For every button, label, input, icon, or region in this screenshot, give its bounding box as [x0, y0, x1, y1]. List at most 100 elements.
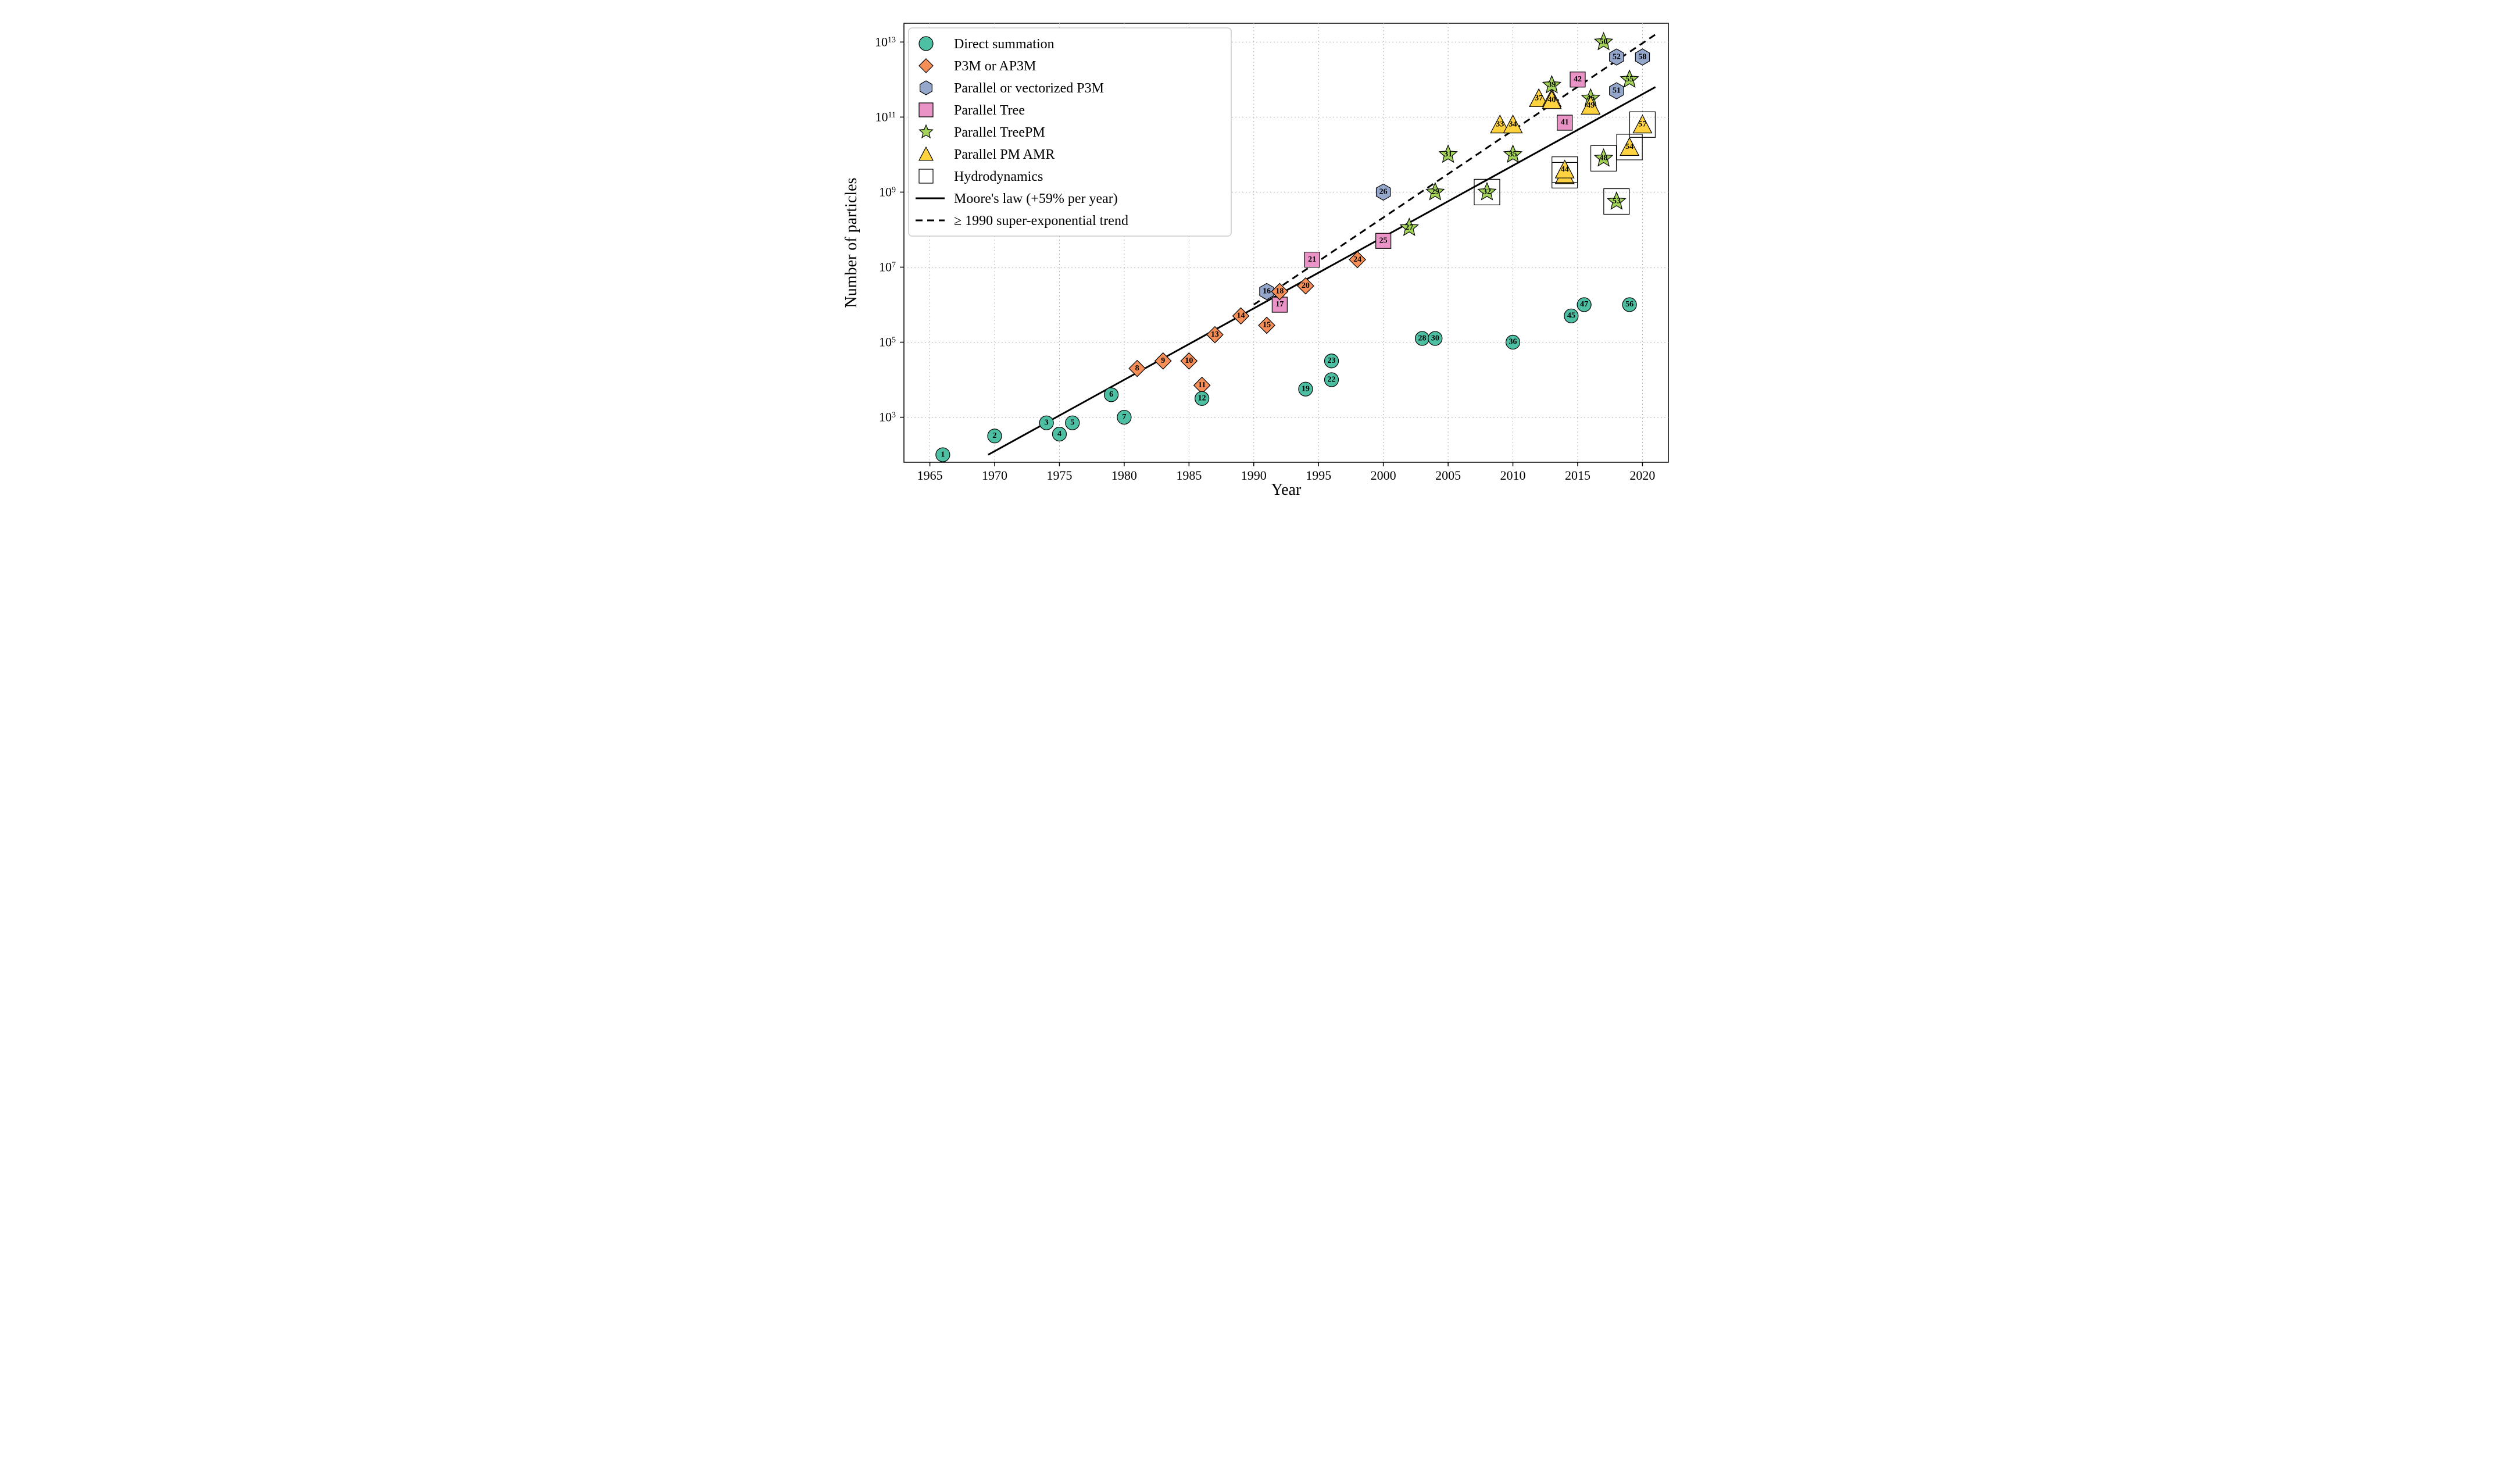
- x-tick-label: 1985: [1176, 468, 1202, 483]
- point-label: 19: [1302, 384, 1310, 393]
- point-label: 16: [1263, 287, 1271, 296]
- y-tick-label: 103: [879, 410, 896, 424]
- point-4: 4: [1052, 427, 1066, 441]
- y-axis-ticks: 10310510710910111013: [875, 34, 904, 424]
- point-label: 49: [1586, 101, 1595, 110]
- legend-square-icon: [919, 103, 933, 117]
- legend-label: Direct summation: [954, 37, 1055, 52]
- point-21: 21: [1304, 252, 1320, 267]
- point-label: 57: [1638, 120, 1646, 129]
- point-label: 51: [1613, 86, 1621, 95]
- point-label: 37: [1535, 94, 1543, 102]
- point-label: 27: [1405, 223, 1413, 232]
- legend: Direct summation P3M or AP3M Parallel or v…: [909, 28, 1231, 236]
- point-label: 25: [1379, 236, 1388, 245]
- point-label: 42: [1574, 75, 1582, 84]
- x-tick-label: 1975: [1046, 468, 1072, 483]
- point-19: 19: [1299, 382, 1313, 396]
- point-label: 58: [1638, 52, 1646, 61]
- point-label: 32: [1483, 188, 1491, 197]
- point-1: 1: [936, 448, 950, 462]
- legend-label: P3M or AP3M: [954, 59, 1036, 74]
- point-41: 41: [1557, 115, 1572, 130]
- point-label: 52: [1613, 52, 1621, 61]
- x-axis-ticks: 1965 1970 1975 1980 1985 1990 1995 2000 2005 2010…: [917, 462, 1656, 483]
- point-56: 56: [1622, 298, 1636, 312]
- legend-label: Moore's law (+59% per year): [954, 191, 1118, 206]
- point-label: 13: [1211, 330, 1219, 339]
- point-label: 11: [1198, 381, 1206, 390]
- point-label: 33: [1496, 120, 1504, 129]
- point-23: 23: [1325, 354, 1339, 368]
- y-tick-label: 1013: [875, 34, 896, 49]
- point-label: 47: [1580, 300, 1588, 309]
- point-label: 35: [1509, 150, 1517, 159]
- point-label: 22: [1328, 375, 1336, 384]
- point-label: 50: [1600, 37, 1608, 46]
- point-label: 15: [1263, 321, 1271, 330]
- point-label: 31: [1444, 150, 1452, 159]
- point-label: 24: [1353, 255, 1361, 264]
- y-tick-label: 105: [879, 335, 896, 349]
- point-28: 28: [1416, 331, 1429, 345]
- x-tick-label: 2000: [1371, 468, 1396, 483]
- point-label: 45: [1567, 312, 1575, 320]
- x-tick-label: 1970: [982, 468, 1007, 483]
- legend-hexagon-icon: [920, 81, 932, 95]
- point-label: 26: [1379, 188, 1388, 197]
- point-label: 55: [1625, 75, 1633, 84]
- point-5: 5: [1066, 416, 1080, 430]
- legend-label: Parallel Tree: [954, 103, 1025, 118]
- point-label: 30: [1431, 334, 1439, 342]
- point-label: 53: [1613, 197, 1621, 206]
- legend-label: Hydrodynamics: [954, 169, 1043, 184]
- point-label: 21: [1308, 255, 1316, 264]
- legend-label: Parallel TreePM: [954, 125, 1045, 140]
- point-label: 2: [993, 431, 997, 440]
- x-tick-label: 2020: [1629, 468, 1655, 483]
- point-label: 48: [1600, 154, 1608, 163]
- x-tick-label: 1980: [1111, 468, 1137, 483]
- point-22: 22: [1325, 373, 1339, 387]
- point-30: 30: [1428, 331, 1442, 345]
- point-label: 14: [1236, 312, 1245, 320]
- point-label: 20: [1302, 281, 1310, 290]
- point-45: 45: [1564, 309, 1578, 323]
- point-47: 47: [1577, 298, 1591, 312]
- point-label: 8: [1135, 364, 1139, 373]
- point-label: 56: [1625, 300, 1633, 309]
- point-label: 5: [1070, 418, 1074, 427]
- x-tick-label: 2010: [1500, 468, 1526, 483]
- y-axis-label: Number of particles: [842, 178, 860, 308]
- point-label: 1: [941, 450, 945, 459]
- point-label: 29: [1431, 188, 1439, 197]
- point-2: 2: [988, 429, 1002, 443]
- point-label: 41: [1561, 118, 1569, 127]
- point-36: 36: [1506, 336, 1520, 349]
- point-label: 34: [1509, 120, 1517, 129]
- point-label: 36: [1509, 338, 1517, 347]
- x-tick-label: 1995: [1306, 468, 1331, 483]
- legend-label: Parallel or vectorized P3M: [954, 81, 1104, 96]
- x-tick-label: 1990: [1241, 468, 1267, 483]
- x-tick-label: 2015: [1565, 468, 1590, 483]
- point-25: 25: [1376, 233, 1391, 248]
- point-label: 9: [1161, 356, 1165, 365]
- point-7: 7: [1117, 411, 1131, 424]
- point-label: 3: [1045, 418, 1049, 427]
- x-tick-label: 2005: [1435, 468, 1461, 483]
- legend-label: ≥ 1990 super-exponential trend: [954, 213, 1128, 229]
- point-label: 17: [1275, 300, 1284, 309]
- point-label: 39: [1547, 81, 1556, 90]
- chart-container: 1965197019751980198519901995200020052010…: [840, 12, 1680, 503]
- point-label: 7: [1122, 413, 1126, 422]
- y-tick-label: 109: [879, 184, 896, 199]
- y-tick-label: 1011: [875, 109, 896, 124]
- point-6: 6: [1104, 388, 1118, 402]
- legend-label: Parallel PM AMR: [954, 147, 1055, 162]
- x-tick-label: 1965: [917, 468, 943, 483]
- point-label: 18: [1275, 287, 1284, 296]
- x-axis-label: Year: [1271, 481, 1302, 499]
- point-label: 10: [1185, 356, 1193, 365]
- point-label: 44: [1561, 165, 1569, 174]
